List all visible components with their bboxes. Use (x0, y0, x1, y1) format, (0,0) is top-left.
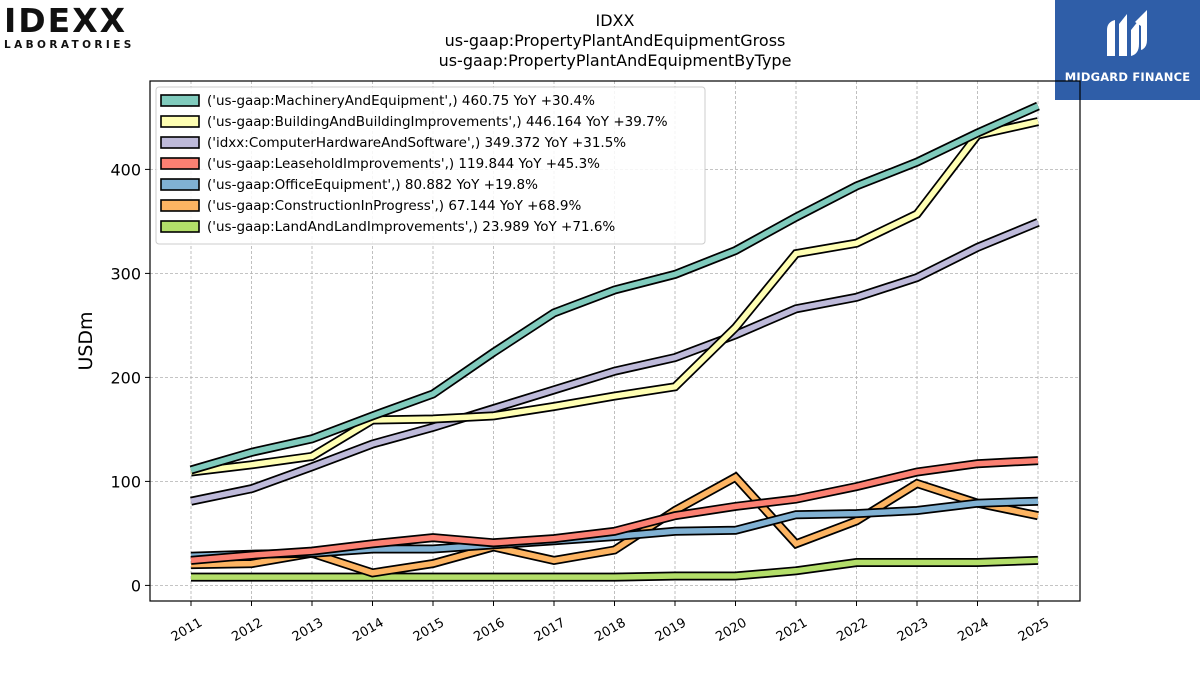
series-line (190, 118, 1039, 475)
chart-title-line-2: us-gaap:PropertyPlantAndEquipmentGross (444, 31, 786, 50)
legend-label: ('idxx:ComputerHardwareAndSoftware',) 34… (207, 135, 626, 151)
legend-swatch (160, 178, 200, 191)
x-tick-label: 2019 (653, 615, 689, 645)
series-lines (189, 101, 1040, 582)
x-tick-label: 2014 (350, 615, 386, 645)
idexx-logo-word: IDEXX (4, 1, 128, 40)
legend-label: ('us-gaap:MachineryAndEquipment',) 460.7… (207, 93, 595, 109)
idexx-logo: IDEXX LABORATORIES (4, 4, 154, 52)
x-tick-label: 2020 (713, 615, 749, 645)
legend: ('us-gaap:MachineryAndEquipment',) 460.7… (155, 86, 706, 245)
x-tick-label: 2025 (1016, 615, 1052, 645)
legend-swatch (160, 220, 200, 233)
x-tick-label: 2016 (471, 615, 507, 645)
y-tick-label: 0 (131, 576, 141, 595)
legend-label: ('us-gaap:LeaseholdImprovements',) 119.8… (207, 156, 600, 172)
idexx-logo-subtitle: LABORATORIES (4, 39, 135, 51)
y-axis-label: USDm (75, 311, 97, 370)
chart-title: IDXX us-gaap:PropertyPlantAndEquipmentGr… (400, 11, 830, 71)
y-tick-label: 300 (110, 264, 141, 283)
chart-title-line-1: IDXX (595, 11, 635, 30)
x-tick-label: 2015 (411, 615, 447, 645)
series-line (190, 219, 1040, 504)
series-line (191, 557, 1039, 580)
x-tick-label: 2024 (955, 615, 991, 645)
series-line (190, 103, 1040, 473)
legend-swatch (160, 94, 200, 107)
x-tick-label: 2011 (169, 615, 205, 645)
legend-label: ('us-gaap:ConstructionInProgress',) 67.1… (207, 198, 581, 214)
legend-swatch (160, 136, 200, 149)
legend-label: ('us-gaap:LandAndLandImprovements',) 23.… (207, 219, 615, 235)
midgard-logo-icon (1107, 10, 1147, 56)
series-line (190, 473, 1039, 576)
midgard-logo-text: MIDGARD FINANCE (1064, 70, 1191, 84)
x-tick-label: 2021 (774, 615, 810, 645)
legend-box (155, 86, 706, 245)
midgard-finance-logo: MIDGARD FINANCE (1055, 0, 1200, 100)
chart-title-line-3: us-gaap:PropertyPlantAndEquipmentByType (438, 51, 792, 70)
y-tick-label: 100 (110, 472, 141, 491)
legend-swatch (160, 199, 200, 212)
x-tick-label: 2018 (592, 615, 628, 645)
x-tick-label: 2013 (290, 615, 326, 645)
x-tick-label: 2012 (229, 615, 265, 645)
x-tick-label: 2022 (834, 615, 870, 645)
series-line (190, 457, 1039, 564)
x-tick-label: 2023 (895, 615, 931, 645)
legend-label: ('us-gaap:BuildingAndBuildingImprovement… (207, 114, 668, 130)
x-tick-label: 2017 (532, 615, 568, 645)
y-tick-label: 400 (110, 160, 141, 179)
legend-label: ('us-gaap:OfficeEquipment',) 80.882 YoY … (207, 177, 538, 193)
legend-swatch (160, 157, 200, 170)
legend-swatch (160, 115, 200, 128)
y-tick-label: 200 (110, 368, 141, 387)
